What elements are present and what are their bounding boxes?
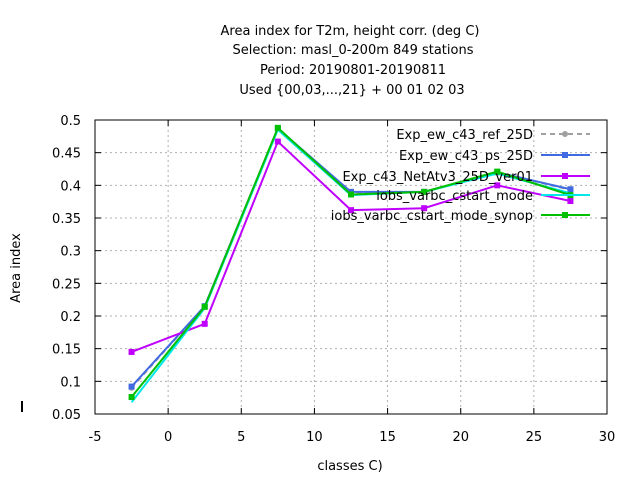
title-line-3: Period: 20190801-20190811 [260,63,446,78]
x-tick-label: -5 [89,430,102,445]
y-tick-label: 0.2 [60,310,81,325]
x-tick-label: 25 [526,430,543,445]
x-tick-label: 0 [164,430,172,445]
legend: Exp_ew_c43_ref_25D Exp_ew_c43_ps_25D Exp_c… [331,128,590,224]
x-tick-label: 5 [237,430,245,445]
legend-entry-3: iobs_varbc_cstart_mode [376,189,590,204]
legend-label: iobs_varbc_cstart_mode_synop [331,209,533,224]
data-point [494,168,501,175]
legend-label: Exp_ew_c43_ps_25D [399,149,533,164]
legend-marker [562,173,568,179]
data-point [421,205,428,212]
data-point [274,124,281,131]
data-point [128,348,135,355]
data-point [201,320,208,327]
y-tick-label: 0.35 [52,212,81,227]
data-point [421,188,428,195]
x-tick-label: 10 [306,430,323,445]
legend-marker [562,152,568,158]
data-point [567,186,574,193]
legend-entry-4: iobs_varbc_cstart_mode_synop [331,209,590,224]
y-tick-label: 0.3 [60,245,81,260]
series-2 [128,138,574,355]
series-0 [128,125,574,391]
data-point [201,303,208,310]
title-line-2: Selection: masl_0-200m 849 stations [233,43,474,58]
axis-ticks: -5 0 5 10 15 20 25 30 0.05 0.1 0.15 0.2 0.25 0.3 0.35 0… [52,114,615,445]
legend-entry-2: Exp_c43_NetAtv3_25D_ver01 [342,170,590,185]
y-axis-label: Area index [9,233,24,303]
chart-title: Area index for T2m, height corr. (deg C)… [221,24,480,98]
y-tick-label: 0.5 [60,114,81,129]
series-group [128,124,574,403]
y-tick-label: 0.4 [60,179,81,194]
legend-label: Exp_ew_c43_ref_25D [396,128,533,143]
data-point [274,138,281,145]
data-point [348,191,354,198]
x-tick-label: 15 [379,430,396,445]
legend-marker [562,212,568,218]
data-point [494,182,501,189]
title-line-1: Area index for T2m, height corr. (deg C) [221,24,480,39]
y-tick-label: 0.1 [60,375,81,390]
legend-label: iobs_varbc_cstart_mode [376,189,533,204]
series-line [130,127,571,388]
grid [95,120,607,414]
data-point [128,394,135,401]
data-point [128,383,135,390]
data-point [567,198,574,205]
y-tick-label: 0.15 [52,343,81,358]
title-line-4: Used {00,03,...,21} + 00 01 02 03 [239,83,464,98]
series-1 [128,125,574,390]
legend-entry-1: Exp_ew_c43_ps_25D [399,149,590,164]
y-tick-label: 0.05 [52,408,81,423]
legend-entry-0: Exp_ew_c43_ref_25D [396,128,590,143]
x-tick-label: 30 [599,430,616,445]
y-tick-label: 0.25 [52,277,81,292]
x-axis-label: classes C) [317,459,382,474]
data-point [348,207,354,214]
legend-marker [562,131,568,137]
plot-border [94,119,608,415]
x-tick-label: 20 [452,430,469,445]
series-4 [128,124,574,401]
legend-label: Exp_c43_NetAtv3_25D_ver01 [342,170,533,185]
series-line [130,126,571,398]
y-tick-label: 0.45 [52,147,81,162]
